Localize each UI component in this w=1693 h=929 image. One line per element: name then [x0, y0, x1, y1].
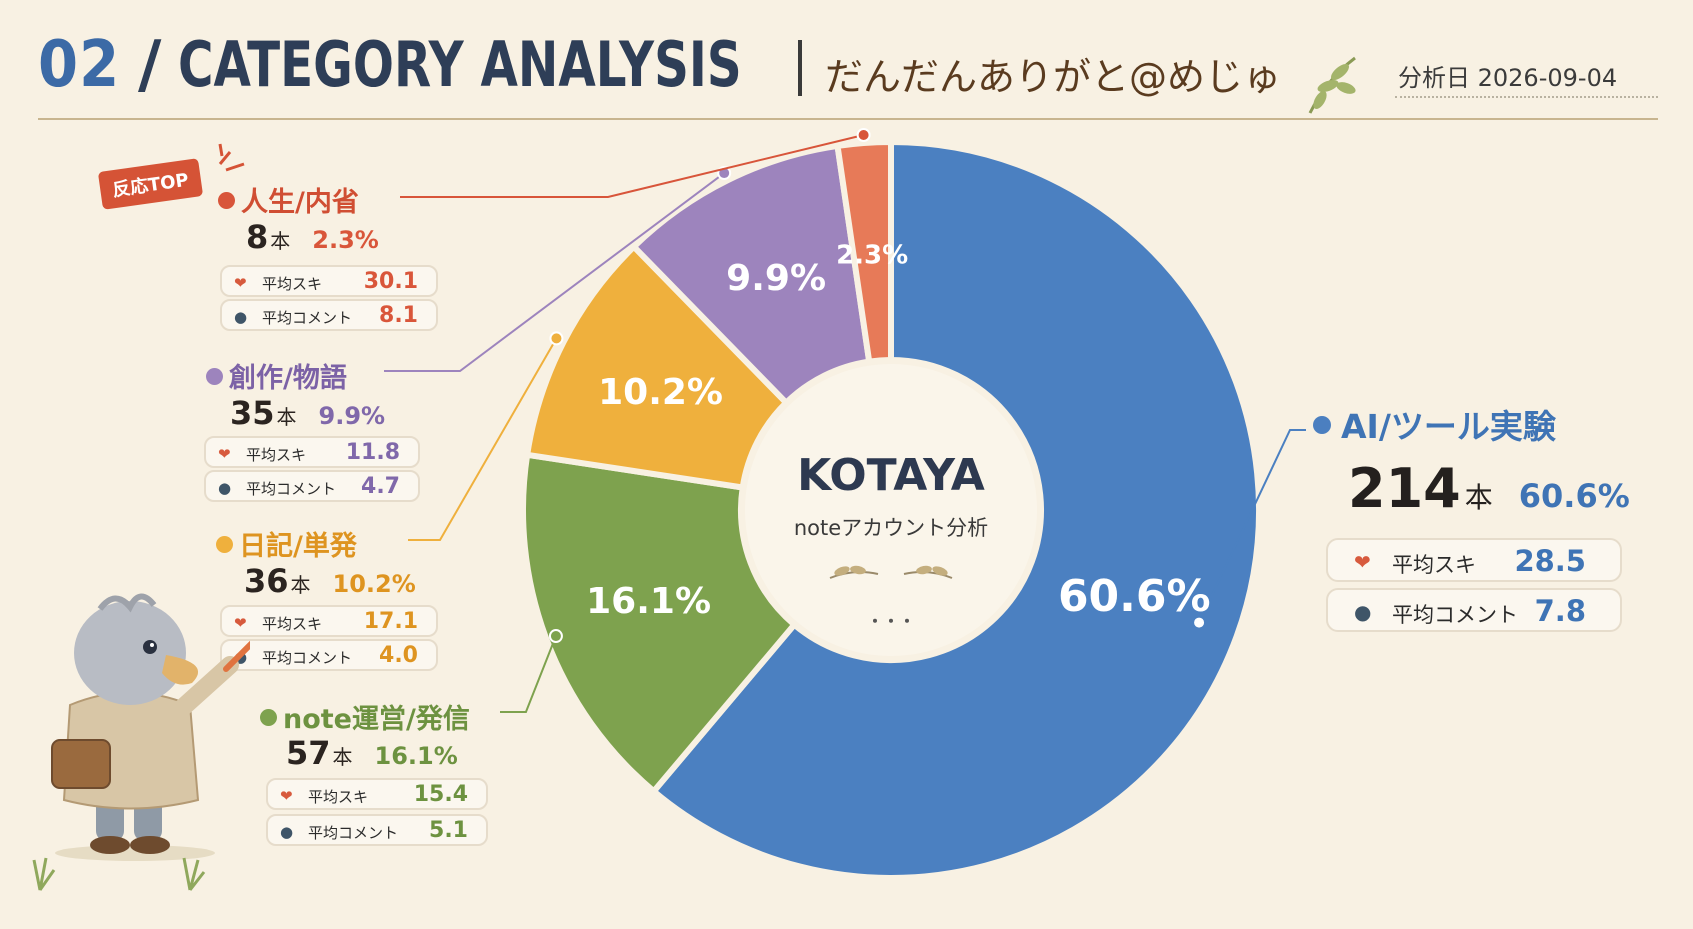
slice-life-label: 2.3% [836, 241, 908, 271]
slice-labels: 60.6% 16.1% 10.2% 9.9% 2.3% [586, 241, 1210, 623]
category-creative-dot [206, 368, 223, 385]
category-ai-dot [1313, 416, 1331, 434]
center-subtitle: noteアカウント分析 [793, 516, 989, 540]
heart-icon: ❤ [234, 274, 247, 292]
slice-diary-leader-line [408, 337, 558, 541]
slice-note-label: 16.1% [586, 581, 711, 622]
heart-icon: ❤ [234, 614, 247, 632]
category-diary-stats: 36 本 10.2% [244, 562, 416, 600]
donut-slices [520, 138, 1262, 881]
center-ornament [829, 565, 953, 579]
speech-bubble-icon: ● [1354, 600, 1372, 624]
slice-life [834, 138, 894, 365]
slice-ai-label: 60.6% [1058, 571, 1211, 622]
category-life-name: 人生/内省 [218, 180, 359, 219]
grass-decoration [32, 857, 206, 891]
speech-bubble-icon: ● [280, 823, 294, 841]
category-diary-dot [216, 536, 233, 553]
category-diary-avg-like: ❤ 平均スキ 17.1 [220, 605, 438, 637]
category-note-name: note運営/発信 [260, 697, 470, 736]
slice-note-leader-line [500, 635, 557, 713]
slice-ai-leader-line [1198, 429, 1306, 623]
slice-diary [523, 242, 791, 491]
slice-ai [649, 138, 1262, 881]
sparkle-icon [218, 143, 245, 172]
slice-life-leader-line [400, 134, 864, 198]
leaf-sprig-icon [1308, 56, 1356, 114]
category-note-avg-like: ❤ 平均スキ 15.4 [266, 778, 488, 810]
category-life-avg-comment: ● 平均コメント 8.1 [220, 299, 438, 331]
heart-icon: ❤ [1354, 550, 1371, 574]
bird-mascot-icon [51, 593, 250, 861]
section-number: 02 [38, 28, 121, 102]
slice-note [520, 451, 799, 796]
donut-hole [745, 364, 1037, 656]
slice-life-leader-dot [856, 127, 871, 142]
slice-creative-leader-line [384, 172, 725, 372]
slice-ai-leader-dot [1192, 615, 1207, 630]
category-creative-avg-comment: ● 平均コメント 4.7 [204, 470, 420, 502]
date-underline [1395, 96, 1658, 98]
category-ai-avg-comment: ● 平均コメント 7.8 [1326, 588, 1622, 632]
category-diary-name: 日記/単発 [216, 524, 357, 563]
category-creative-name: 創作/物語 [206, 356, 347, 395]
category-creative-avg-like: ❤ 平均スキ 11.8 [204, 436, 420, 468]
category-note-avg-comment: ● 平均コメント 5.1 [266, 814, 488, 846]
category-creative-stats: 35 本 9.9% [230, 394, 386, 432]
speech-bubble-icon: ● [218, 479, 232, 497]
speech-bubble-icon: ● [234, 308, 248, 326]
leader-lines [384, 127, 1306, 713]
category-note-stats: 57 本 16.1% [286, 734, 458, 772]
title-divider [798, 40, 802, 96]
category-life-avg-like: ❤ 平均スキ 30.1 [220, 265, 438, 297]
heart-icon: ❤ [218, 445, 231, 463]
header-rule [38, 118, 1658, 120]
page-title: CATEGORY ANALYSIS [178, 28, 742, 101]
category-ai-avg-like: ❤ 平均スキ 28.5 [1326, 538, 1622, 582]
category-ai-stats: 214 本 60.6% [1348, 457, 1630, 520]
center-title: KOTAYA [797, 450, 985, 501]
slice-diary-label: 10.2% [598, 372, 723, 413]
slice-note-leader-dot [548, 629, 563, 644]
category-note-dot [260, 709, 277, 726]
slice-creative-label: 9.9% [726, 258, 826, 299]
page-subtitle: だんだんありがと@めじゅ [825, 55, 1282, 99]
slice-diary-leader-dot [549, 331, 564, 346]
slice-creative [629, 142, 873, 407]
heart-icon: ❤ [280, 787, 293, 805]
leaf-ornament-icon [829, 565, 953, 579]
title-slash: / [138, 28, 162, 102]
category-ai-name: AI/ツール実験 [1313, 400, 1556, 448]
category-life-dot [218, 192, 235, 209]
center-dots: ・・・ [866, 612, 915, 631]
category-life-stats: 8 本 2.3% [246, 218, 379, 256]
analysis-date: 分析日 2026-09-04 [1398, 64, 1618, 92]
